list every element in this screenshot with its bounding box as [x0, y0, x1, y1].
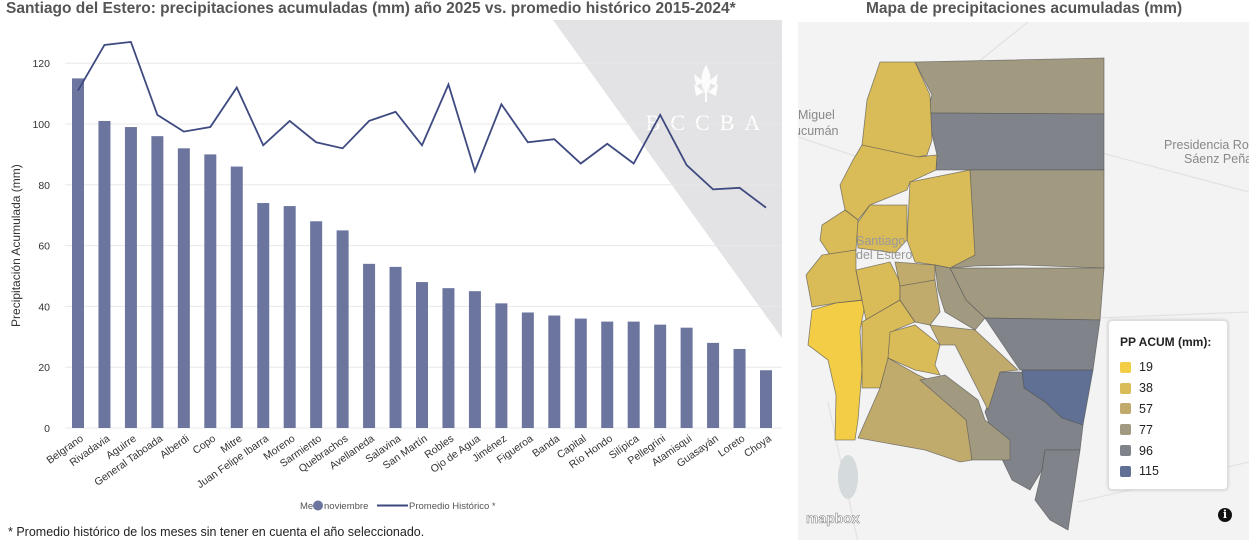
bar	[336, 230, 349, 428]
place-label: Sáenz Peña	[1184, 152, 1249, 166]
bar	[707, 342, 720, 428]
department-region[interactable]	[926, 112, 1105, 171]
bar	[151, 136, 164, 428]
bar	[204, 154, 217, 428]
y-tick-label: 80	[38, 180, 50, 192]
place-label: Presidencia Roc	[1164, 138, 1249, 152]
y-tick-label: 20	[38, 362, 50, 374]
legend-item: 115	[1120, 461, 1227, 482]
bar	[257, 203, 270, 428]
bar	[548, 315, 561, 428]
bar	[283, 206, 296, 428]
bar	[760, 370, 772, 428]
footnote: * Promedio histórico de los meses sin te…	[8, 525, 425, 539]
bar	[230, 166, 243, 428]
x-tick-label: Copo	[191, 433, 219, 457]
legend-title: Mes:	[300, 501, 321, 512]
legend-label: 57	[1139, 401, 1153, 416]
place-label: ucumán	[798, 124, 839, 138]
legend-bar-swatch	[313, 500, 323, 511]
y-tick-label: 0	[44, 423, 50, 435]
department-region[interactable]	[807, 299, 867, 441]
department-region[interactable]	[861, 61, 933, 158]
legend-swatch	[1120, 361, 1131, 373]
department-region[interactable]	[1034, 449, 1081, 531]
legend-item: 96	[1120, 440, 1227, 461]
legend-bar-label: noviembre	[324, 501, 368, 512]
department-region[interactable]	[919, 374, 1011, 461]
bar	[310, 221, 323, 428]
y-tick-label: 60	[38, 241, 50, 253]
bar	[416, 282, 428, 428]
y-tick-label: 40	[38, 301, 50, 313]
legend-item: 57	[1120, 399, 1227, 420]
place-label-city: del Estero	[856, 248, 913, 262]
department-region[interactable]	[819, 209, 859, 256]
legend-swatch	[1120, 382, 1131, 394]
place-label: Miguel	[798, 108, 835, 122]
legend-item: 19	[1120, 357, 1227, 378]
legend-label: 19	[1139, 360, 1153, 375]
bar	[72, 78, 84, 429]
bar	[521, 312, 534, 428]
legend-item: 38	[1120, 378, 1227, 399]
legend-swatch	[1120, 424, 1131, 436]
department-region[interactable]	[839, 144, 938, 221]
legend-swatch	[1120, 465, 1131, 477]
x-tick-label: Alberdi	[158, 433, 192, 462]
bar	[654, 324, 667, 428]
map-canvas[interactable]	[798, 22, 1249, 540]
bar	[601, 321, 614, 428]
map-title: Mapa de precipitaciones acumuladas (mm)	[866, 0, 1183, 17]
y-tick-label: 120	[32, 58, 50, 70]
bar	[98, 120, 111, 429]
x-tick-label: Loreto	[716, 433, 747, 460]
place-label-city: Santiago	[856, 234, 906, 248]
legend-label: 77	[1139, 422, 1153, 437]
department-region[interactable]	[929, 324, 1019, 412]
bar	[733, 348, 746, 428]
x-tick-label: Choya	[742, 433, 774, 460]
legend-item: 77	[1120, 419, 1227, 440]
watermark-background	[553, 20, 782, 338]
department-region[interactable]	[887, 324, 941, 376]
bar	[574, 318, 587, 428]
mapbox-logo[interactable]: mapbox	[806, 510, 860, 527]
department-region[interactable]	[805, 249, 863, 308]
legend-title: PP ACUM (mm):	[1120, 335, 1212, 349]
bar	[495, 303, 508, 428]
department-region[interactable]	[934, 264, 986, 331]
legend-label: 96	[1139, 443, 1153, 458]
average-line	[77, 40, 767, 209]
info-icon[interactable]: i	[1218, 508, 1232, 522]
bar	[442, 288, 455, 428]
legend-line-label: Promedio Histórico *	[409, 501, 496, 512]
watermark-logo	[694, 65, 718, 102]
map-legend: PP ACUM (mm): 19 38 57 77 96 115	[1108, 320, 1228, 490]
bar	[680, 327, 693, 428]
legend-label: 38	[1139, 381, 1153, 396]
bar	[468, 291, 481, 428]
legend-label: 115	[1139, 464, 1159, 479]
legend-swatch	[1120, 403, 1131, 415]
department-region[interactable]	[914, 57, 1105, 115]
department-region[interactable]	[906, 169, 976, 269]
legend-swatch	[1120, 445, 1131, 457]
bar	[627, 321, 640, 428]
chart-title: Santiago del Estero: precipitaciones acu…	[6, 0, 736, 17]
y-tick-label: 100	[32, 119, 50, 131]
y-axis-label: Precipitación Acumulada (mm)	[9, 164, 23, 327]
bar	[124, 127, 137, 428]
choropleth-map[interactable]: Miguel ucumán Santiago del Estero Presid…	[798, 22, 1249, 540]
bar	[177, 148, 190, 428]
bar	[389, 266, 402, 428]
bar	[363, 263, 376, 428]
